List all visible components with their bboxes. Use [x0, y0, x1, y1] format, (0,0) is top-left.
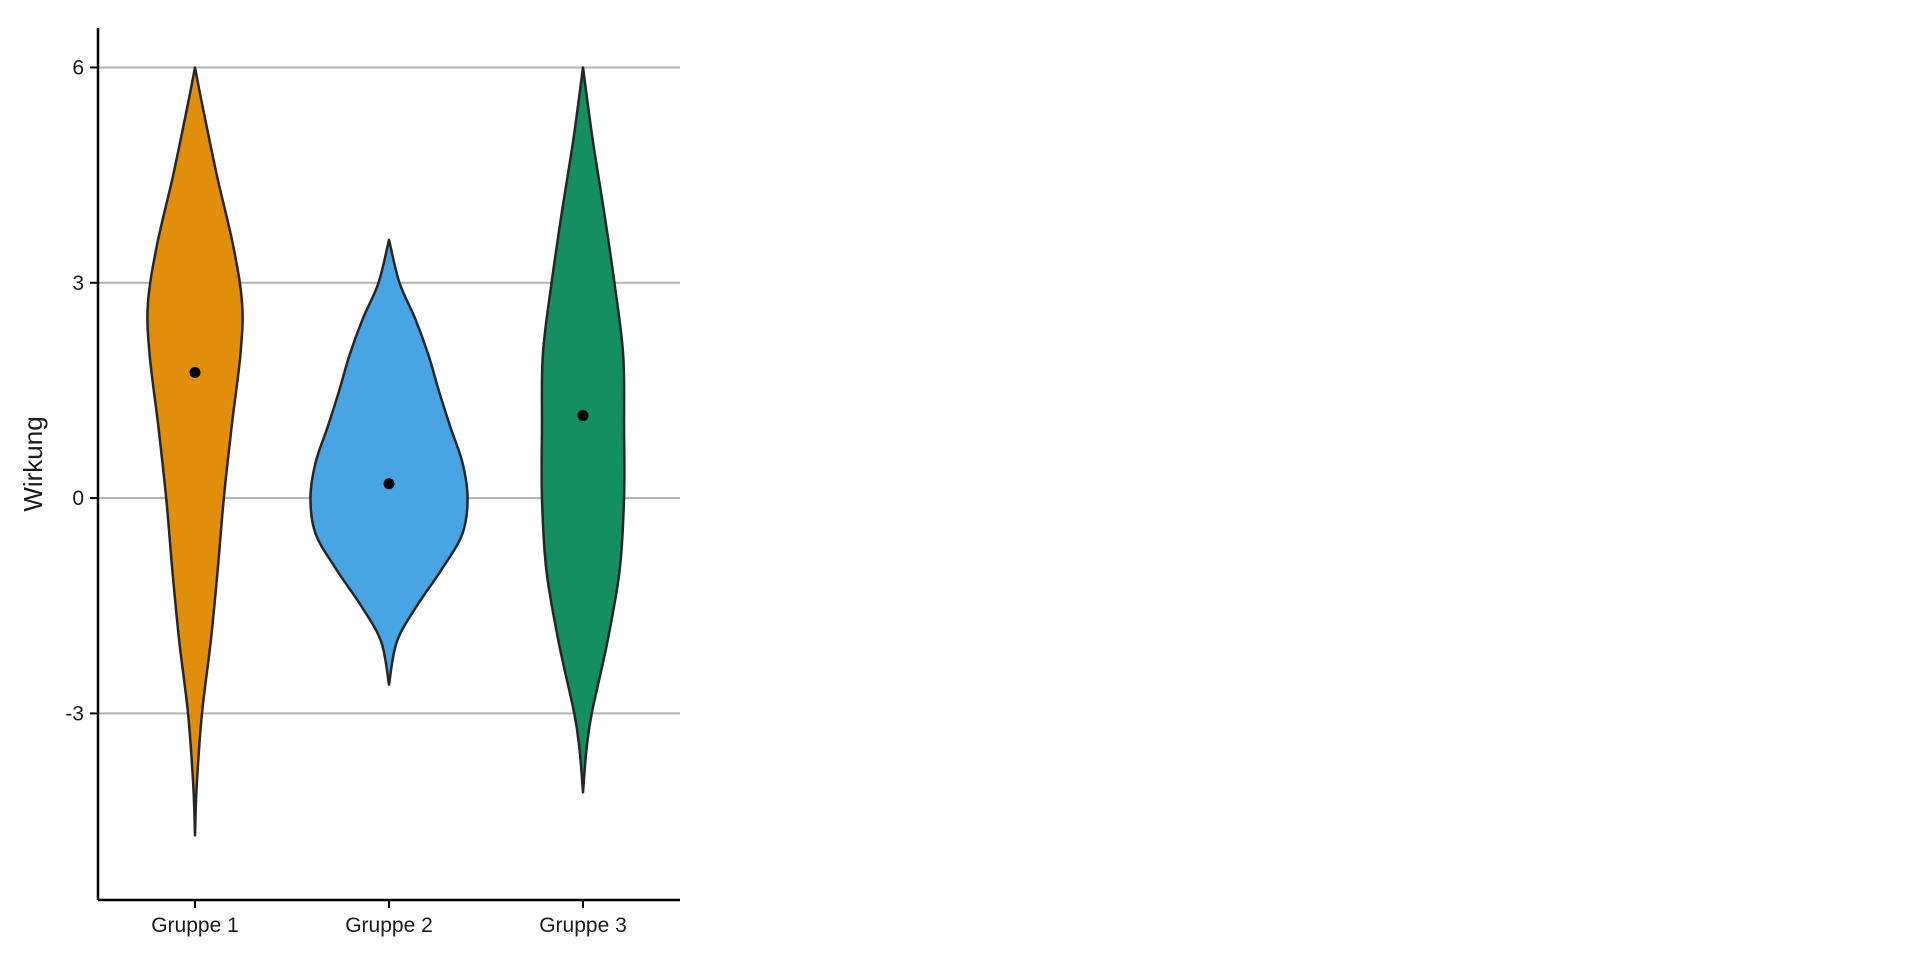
y-tick-label: -3	[65, 702, 84, 725]
violin-1	[146, 66, 244, 837]
x-tick-label: Gruppe 2	[345, 914, 433, 937]
violins	[146, 66, 626, 837]
axes: -3 0 3 6 Gruppe 1 Gruppe 2 Gruppe 3	[65, 28, 680, 937]
violin-3	[540, 66, 626, 794]
mean-point-3	[577, 410, 589, 422]
y-axis-title: Wirkung	[18, 416, 48, 511]
y-tick-label: 3	[72, 272, 84, 295]
violin-2	[309, 238, 469, 686]
mean-point-2	[383, 478, 395, 490]
y-tick-label: 6	[72, 56, 84, 79]
x-tick-label: Gruppe 3	[539, 914, 627, 937]
x-tick-label: Gruppe 1	[151, 914, 239, 937]
y-tick-label: 0	[72, 487, 84, 510]
mean-point-1	[189, 366, 201, 378]
